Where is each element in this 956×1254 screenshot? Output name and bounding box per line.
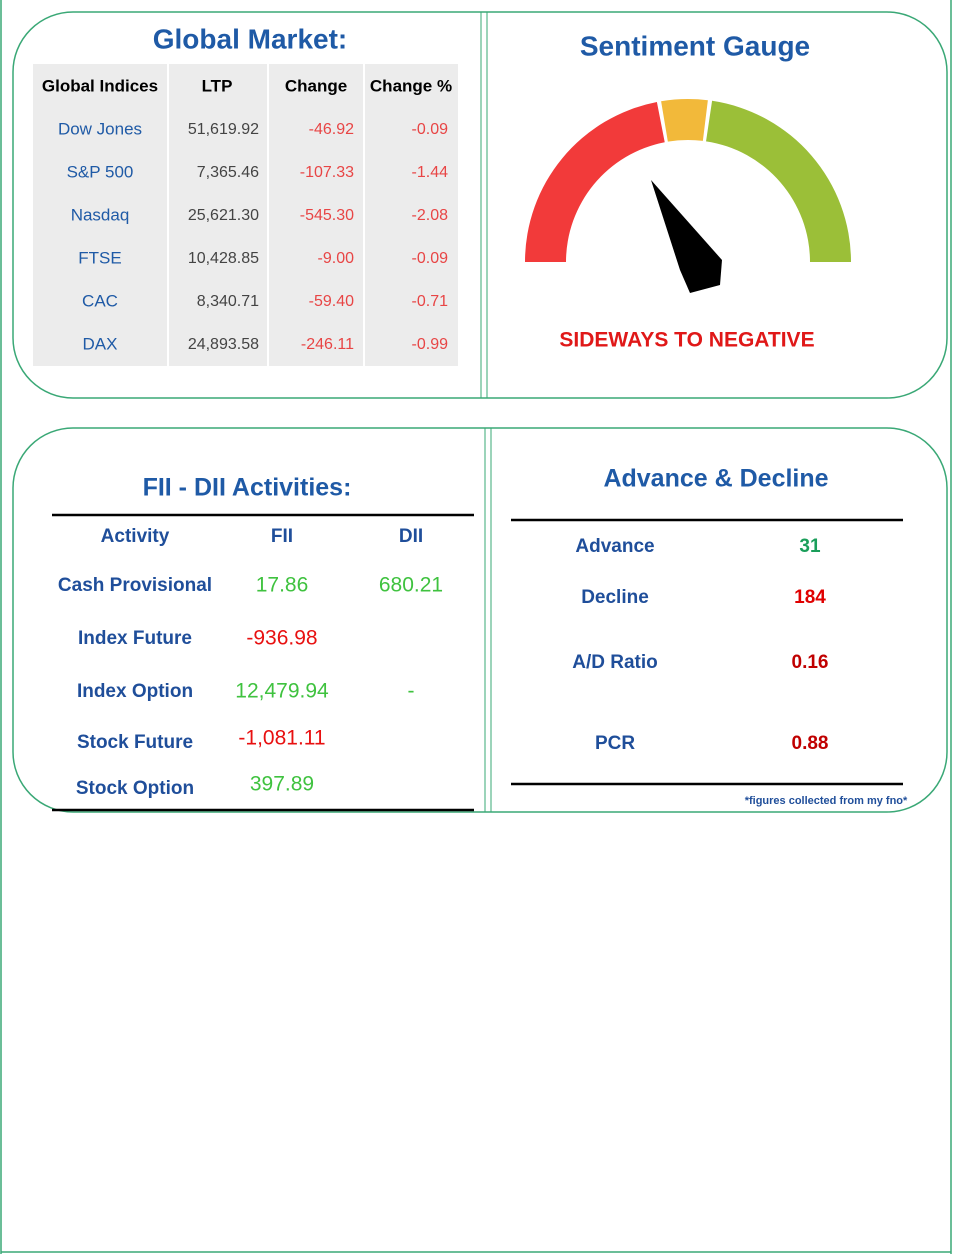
table-value: -59.40 bbox=[309, 293, 354, 310]
section-title: Global Market: bbox=[153, 23, 347, 54]
footnote: *figures collected from my fno* bbox=[745, 795, 908, 807]
table-value: -46.92 bbox=[309, 121, 354, 138]
table-value: -0.99 bbox=[412, 336, 449, 353]
activity-name: Stock Future bbox=[77, 732, 193, 753]
table-value: -545.30 bbox=[300, 207, 354, 224]
gauge bbox=[525, 98, 851, 263]
table-header: Global Indices bbox=[42, 76, 158, 95]
index-name: DAX bbox=[83, 334, 118, 353]
panel bbox=[12, 11, 948, 399]
table-header: Change bbox=[285, 76, 347, 95]
table-header: LTP bbox=[202, 76, 233, 95]
activity-name: Stock Option bbox=[76, 778, 194, 799]
table-value: 7,365.46 bbox=[197, 164, 259, 181]
gauge-segment bbox=[661, 98, 708, 142]
table-header: Change % bbox=[370, 76, 452, 95]
activity-value: 397.89 bbox=[250, 773, 314, 796]
index-name: FTSE bbox=[78, 248, 121, 267]
table-value: 24,893.58 bbox=[188, 336, 259, 353]
gauge-segment bbox=[525, 101, 665, 262]
table-value: -0.71 bbox=[412, 293, 449, 310]
activity-value: -936.98 bbox=[246, 627, 317, 650]
index-name: Nasdaq bbox=[71, 205, 130, 224]
metric-value: 0.88 bbox=[792, 733, 829, 754]
metric-value: 0.16 bbox=[792, 652, 829, 673]
table-header: DII bbox=[399, 526, 423, 547]
metric-name: A/D Ratio bbox=[572, 652, 658, 673]
table-value: -107.33 bbox=[300, 164, 354, 181]
metric-name: PCR bbox=[595, 733, 635, 754]
activity-name: Cash Provisional bbox=[58, 575, 212, 596]
table-value: -9.00 bbox=[318, 250, 355, 267]
index-name: S&P 500 bbox=[67, 162, 134, 181]
gauge-needle bbox=[651, 180, 722, 293]
metric-name: Advance bbox=[575, 536, 654, 557]
metric-name: Decline bbox=[581, 587, 649, 608]
gauge-segment bbox=[706, 100, 851, 263]
table-value: -0.09 bbox=[412, 121, 449, 138]
activity-value: - bbox=[408, 680, 415, 703]
index-name: Dow Jones bbox=[58, 119, 142, 138]
index-name: CAC bbox=[82, 291, 118, 310]
table-value: -1.44 bbox=[412, 164, 449, 181]
activity-name: Index Option bbox=[77, 681, 193, 702]
activity-value: 17.86 bbox=[256, 574, 309, 597]
table-value: 10,428.85 bbox=[188, 250, 259, 267]
table-value: 8,340.71 bbox=[197, 293, 259, 310]
activity-value: 680.21 bbox=[379, 574, 443, 597]
table-background bbox=[33, 64, 458, 366]
table-value: 51,619.92 bbox=[188, 121, 259, 138]
sentiment-label: SIDEWAYS TO NEGATIVE bbox=[559, 329, 814, 352]
table-value: -2.08 bbox=[412, 207, 449, 224]
table-value: -0.09 bbox=[412, 250, 449, 267]
metric-value: 184 bbox=[794, 587, 826, 608]
table-value: -246.11 bbox=[301, 336, 354, 353]
panel bbox=[12, 427, 948, 813]
section-title: FII - DII Activities: bbox=[143, 474, 352, 502]
activity-value: 12,479.94 bbox=[235, 680, 329, 703]
table-value: 25,621.30 bbox=[188, 207, 259, 224]
metric-value: 31 bbox=[799, 536, 821, 557]
activity-name: Index Future bbox=[78, 628, 192, 649]
section-title: Sentiment Gauge bbox=[580, 30, 810, 61]
activity-value: -1,081.11 bbox=[238, 727, 325, 750]
table-header: FII bbox=[271, 526, 293, 547]
table-header: Activity bbox=[101, 526, 170, 547]
section-title: Advance & Decline bbox=[603, 465, 828, 493]
